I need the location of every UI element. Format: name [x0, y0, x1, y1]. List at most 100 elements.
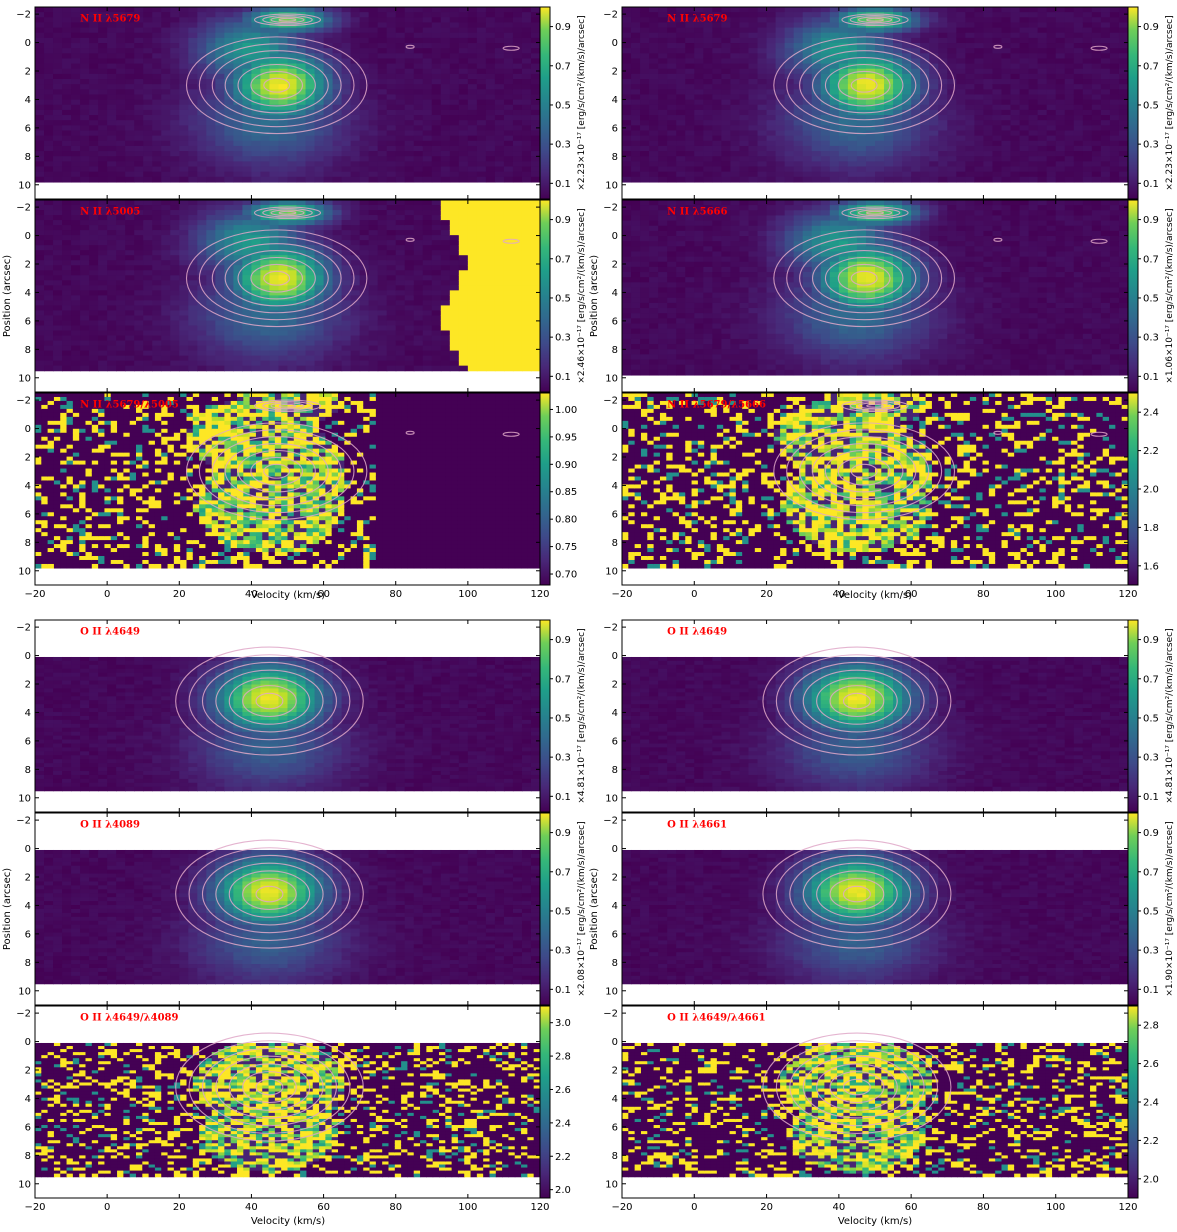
heatmap-cell — [350, 125, 361, 132]
heatmap-cell — [188, 89, 198, 96]
heatmap-cell — [793, 145, 804, 152]
heatmap-cell — [622, 115, 632, 121]
heatmap-cell — [983, 161, 994, 168]
heatmap-cell — [622, 84, 632, 90]
heatmap-cell — [739, 120, 750, 126]
heatmap-cell — [1037, 17, 1048, 24]
heatmap-cell — [422, 125, 433, 132]
heatmap-cell — [1001, 89, 1012, 96]
heatmap-cell — [233, 12, 244, 18]
heatmap-cell — [134, 130, 144, 137]
heatmap-cell — [242, 27, 253, 34]
heatmap-cell — [766, 161, 777, 168]
heatmap-cell — [161, 235, 171, 241]
heatmap-cell — [449, 84, 460, 90]
heatmap-cell — [107, 145, 117, 152]
heatmap-cell — [260, 104, 271, 111]
heatmap-cell — [875, 109, 885, 116]
heatmap-cell — [422, 176, 433, 183]
heatmap-cell — [404, 58, 415, 65]
heatmap-cell — [269, 330, 280, 337]
heatmap-cell — [170, 27, 180, 34]
heatmap-cell — [467, 166, 478, 173]
heatmap-cell — [983, 109, 994, 116]
heatmap-cell — [440, 37, 451, 44]
heatmap-cell — [485, 63, 496, 70]
heatmap-cell — [1073, 109, 1084, 116]
heatmap-cell — [125, 130, 135, 137]
heatmap-cell — [721, 79, 732, 85]
heatmap-cell — [1100, 53, 1111, 60]
heatmap-cell — [62, 270, 72, 276]
heatmap-cell — [179, 73, 189, 80]
heatmap-cell — [1046, 109, 1057, 116]
heatmap-cell — [494, 79, 505, 85]
heatmap-cell — [53, 270, 63, 276]
heatmap-cell — [413, 104, 424, 111]
heatmap-cell — [233, 270, 244, 276]
heatmap-cell — [449, 68, 460, 75]
heatmap-cell — [179, 300, 189, 307]
heatmap-cell — [197, 315, 207, 322]
heatmap-cell — [107, 84, 117, 90]
heatmap-cell — [811, 151, 822, 157]
heatmap-cell — [838, 125, 849, 132]
heatmap-cell — [62, 68, 72, 75]
heatmap-cell — [170, 245, 180, 251]
heatmap-cell — [703, 68, 713, 75]
heatmap-cell — [413, 17, 424, 24]
heatmap-cell — [449, 109, 460, 116]
heatmap-cell — [1073, 120, 1084, 126]
heatmap-cell — [503, 84, 514, 90]
heatmap-cell — [305, 360, 316, 367]
heatmap-cell — [1100, 12, 1111, 18]
heatmap-cell — [622, 156, 632, 162]
heatmap-cell — [179, 43, 189, 49]
heatmap-cell — [920, 104, 930, 111]
heatmap-cell — [721, 63, 732, 70]
heatmap-cell — [71, 330, 81, 337]
heatmap-cell — [179, 166, 189, 173]
heatmap-cell — [1019, 58, 1030, 65]
heatmap-cell — [640, 27, 650, 34]
heatmap-cell — [215, 58, 225, 65]
heatmap-cell — [323, 104, 334, 111]
heatmap-cell — [884, 151, 894, 157]
heatmap-cell — [992, 171, 1003, 178]
heatmap-cell — [811, 166, 822, 173]
heatmap-cell — [793, 32, 804, 39]
heatmap-cell — [224, 12, 234, 18]
heatmap-cell — [802, 125, 813, 132]
heatmap-cell — [721, 104, 732, 111]
heatmap-cell — [622, 171, 632, 178]
heatmap-cell — [622, 12, 632, 18]
heatmap-cell — [62, 99, 72, 106]
heatmap-cell — [53, 135, 63, 142]
heatmap-cell — [856, 166, 867, 173]
heatmap-cell — [278, 176, 289, 183]
heatmap-cell — [1082, 115, 1093, 121]
heatmap-cell — [44, 235, 54, 241]
heatmap-cell — [377, 140, 388, 147]
heatmap-cell — [721, 156, 732, 162]
heatmap-cell — [53, 325, 63, 332]
heatmap-cell — [1091, 94, 1102, 101]
heatmap-cell — [323, 99, 334, 106]
heatmap-cell — [89, 79, 99, 85]
heatmap-cell — [242, 365, 253, 372]
heatmap-cell — [242, 290, 253, 296]
heatmap-cell — [404, 84, 415, 90]
heatmap-cell — [269, 32, 280, 39]
heatmap-cell — [784, 156, 795, 162]
heatmap-cell — [278, 350, 289, 357]
heatmap-cell — [757, 12, 768, 18]
heatmap-cell — [62, 27, 72, 34]
heatmap-cell — [179, 360, 189, 367]
heatmap-cell — [911, 125, 921, 132]
heatmap-cell — [305, 94, 316, 101]
heatmap-cell — [251, 79, 262, 85]
heatmap-cell — [847, 84, 858, 90]
heatmap-cell — [215, 270, 225, 276]
heatmap-cell — [188, 120, 198, 126]
heatmap-cell — [143, 300, 153, 307]
